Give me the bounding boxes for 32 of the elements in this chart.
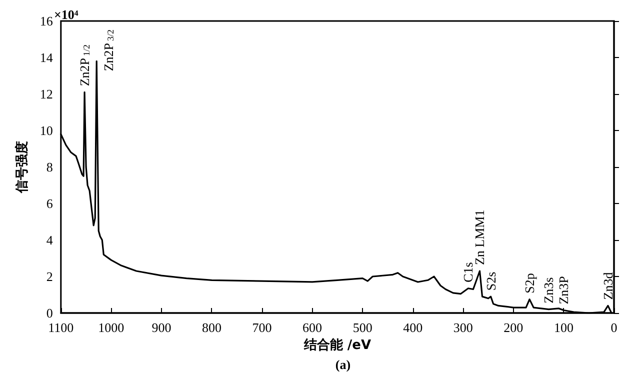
y-tick-label: 2 [46,269,53,284]
y-tick-label: 4 [46,232,54,248]
y-tick-label: 6 [46,196,54,211]
x-tick-label: 500 [352,320,372,335]
y-tick-label: 14 [40,50,54,65]
x-tick-label: 1100 [48,320,74,335]
x-tick-label: 1000 [98,320,124,335]
y-tick-label: 12 [40,86,53,102]
annotation: Zn2P1/2 [77,44,92,86]
text: (a) [335,357,351,372]
annotation: S2p [522,273,538,294]
x-axis-title: 结合能 /eV [302,336,372,353]
annotation: Zn2P3/2 [101,29,116,72]
annotation: Zn3d [600,272,616,300]
y-tick-label: 16 [40,14,54,28]
annotation: ×10⁴ [54,7,78,22]
x-tick-label: 100 [554,320,574,335]
x-tick-label: 200 [504,320,524,335]
y-tick-label: 10 [40,123,53,138]
y-tick-label: 8 [46,160,53,174]
x-tick-label: 900 [152,320,172,335]
y-tick-label: 0 [46,306,53,320]
annotation: Zn3s [541,277,556,304]
annotation: S2s [483,272,498,291]
x-tick-label: 600 [302,320,322,335]
y-axis-title: 信号强度 [14,141,30,194]
x-tick-label: 400 [403,320,423,335]
x-tick-label: 300 [453,320,473,335]
annotation: Zn3P [556,276,572,304]
x-tick-label: 0 [610,320,618,335]
x-tick-label: 800 [202,320,222,335]
x-tick-label: 700 [252,320,272,335]
